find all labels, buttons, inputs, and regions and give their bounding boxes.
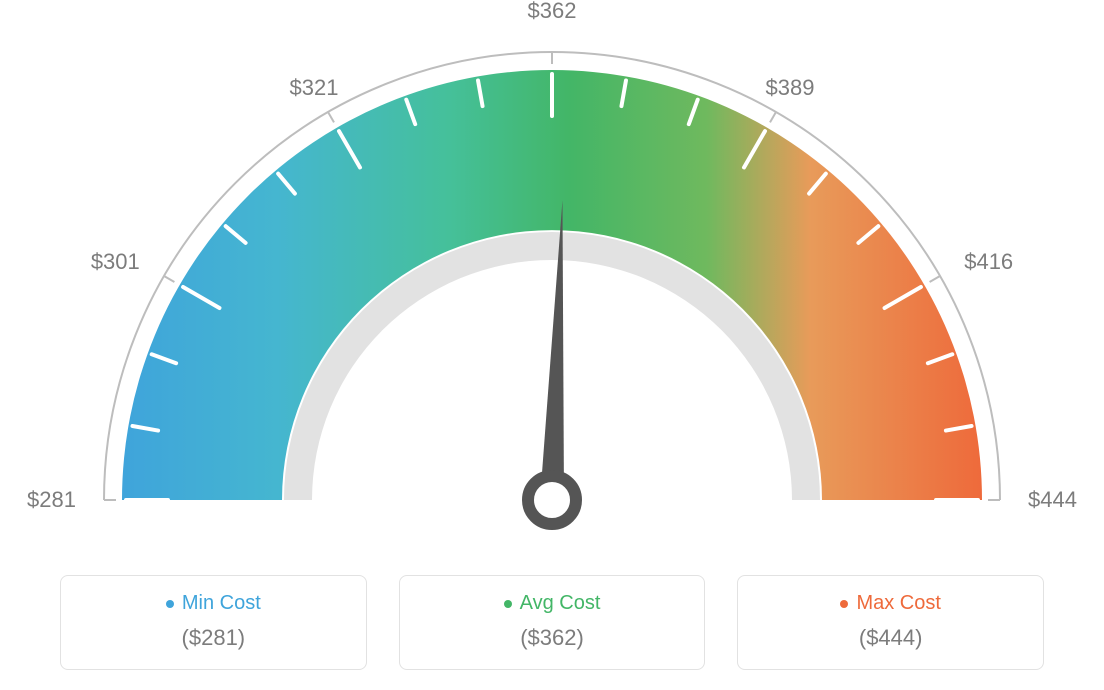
legend-card-avg: Avg Cost ($362) [399,575,706,670]
chart-root: $281 $301 $321 $362 $389 $416 $444 Min Cost ($… [0,0,1104,690]
legend-title-min: Min Cost [166,592,261,615]
gauge-area: $281 $301 $321 $362 $389 $416 $444 [0,0,1104,560]
gauge-tick-label: $362 [528,0,577,24]
legend-value: ($362) [410,625,695,651]
gauge-tick-label: $416 [964,249,1013,275]
legend-title-max: Max Cost [840,592,940,615]
dot-icon [166,600,174,608]
gauge-tick-label: $389 [766,75,815,101]
dot-icon [840,600,848,608]
gauge-tick-label: $321 [290,75,339,101]
legend-label: Max Cost [856,592,940,615]
gauge-tick-label: $281 [27,487,76,513]
legend-title-avg: Avg Cost [504,592,601,615]
gauge-tick-label: $444 [1028,487,1077,513]
legend-value: ($444) [748,625,1033,651]
legend-label: Avg Cost [520,592,601,615]
gauge-tick-label: $301 [91,249,140,275]
gauge-svg [0,0,1104,560]
legend-value: ($281) [71,625,356,651]
legend-card-max: Max Cost ($444) [737,575,1044,670]
dot-icon [504,600,512,608]
legend-label: Min Cost [182,592,261,615]
legend-row: Min Cost ($281) Avg Cost ($362) Max Cost… [0,575,1104,670]
legend-card-min: Min Cost ($281) [60,575,367,670]
